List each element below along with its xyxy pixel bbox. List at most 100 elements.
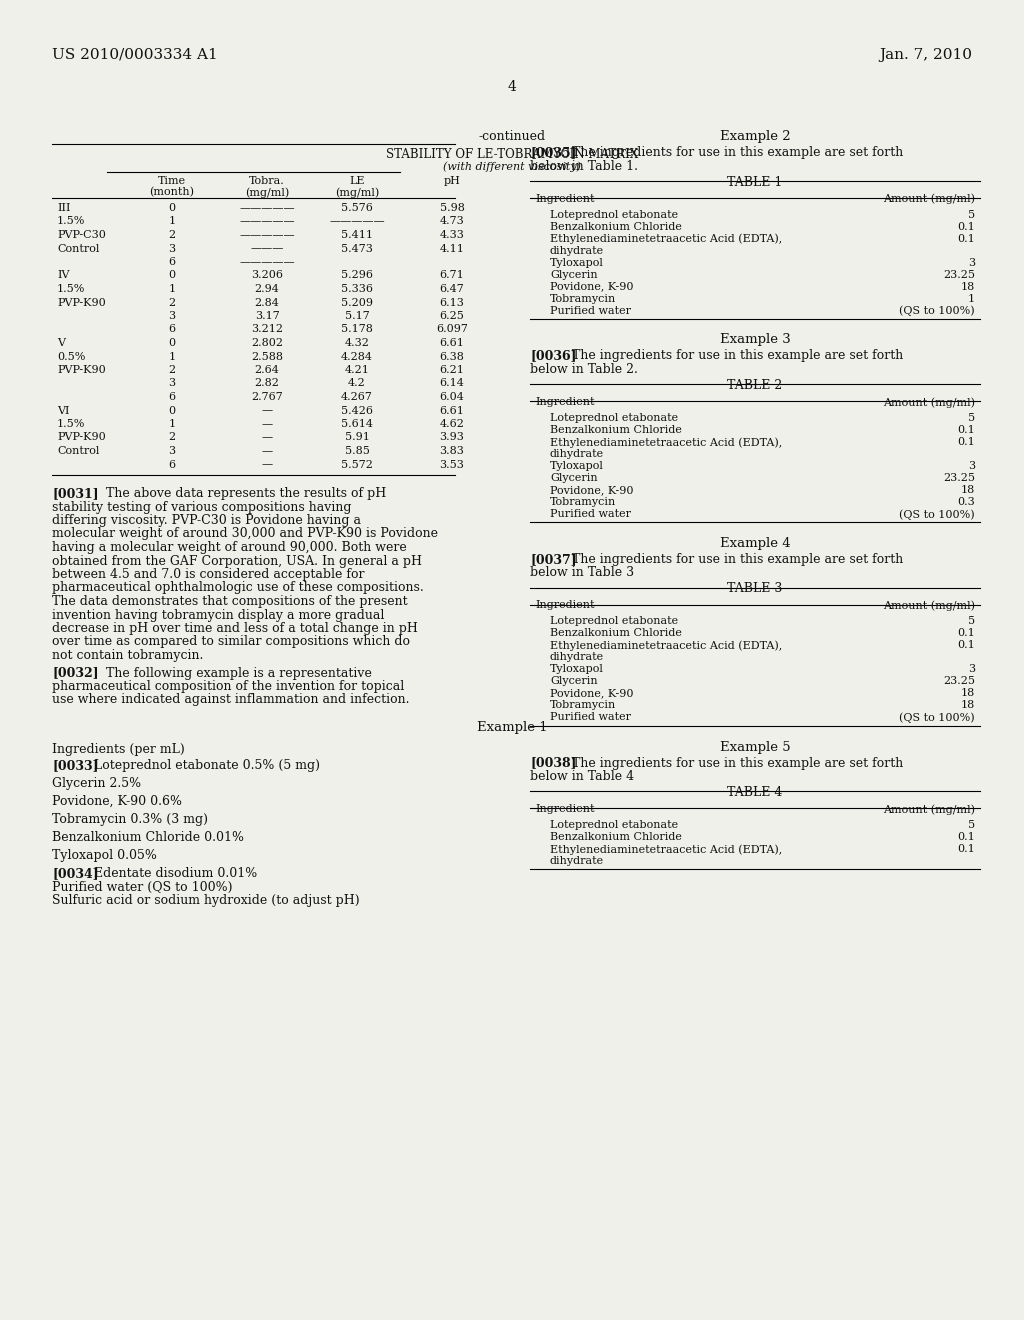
Text: 0.1: 0.1	[957, 234, 975, 243]
Text: —————: —————	[240, 203, 295, 213]
Text: 3: 3	[968, 257, 975, 268]
Text: The ingredients for use in this example are set forth: The ingredients for use in this example …	[572, 350, 903, 363]
Text: 6.61: 6.61	[439, 405, 465, 416]
Text: (QS to 100%): (QS to 100%)	[899, 305, 975, 315]
Text: 2.802: 2.802	[251, 338, 283, 348]
Text: V: V	[57, 338, 65, 348]
Text: 5.614: 5.614	[341, 418, 373, 429]
Text: 1: 1	[168, 351, 175, 362]
Text: over time as compared to similar compositions which do: over time as compared to similar composi…	[52, 635, 410, 648]
Text: Glycerin: Glycerin	[550, 269, 598, 280]
Text: 2: 2	[168, 366, 175, 375]
Text: 3.93: 3.93	[439, 433, 465, 442]
Text: dihydrate: dihydrate	[550, 449, 604, 459]
Text: Ingredients (per mL): Ingredients (per mL)	[52, 743, 184, 756]
Text: Control: Control	[57, 243, 99, 253]
Text: —: —	[261, 446, 272, 455]
Text: molecular weight of around 30,000 and PVP-K90 is Povidone: molecular weight of around 30,000 and PV…	[52, 528, 438, 540]
Text: Tyloxapol: Tyloxapol	[550, 257, 604, 268]
Text: 2: 2	[168, 297, 175, 308]
Text: Glycerin: Glycerin	[550, 473, 598, 483]
Text: 3.53: 3.53	[439, 459, 465, 470]
Text: 5.576: 5.576	[341, 203, 373, 213]
Text: [0033]: [0033]	[52, 759, 98, 772]
Text: 5.572: 5.572	[341, 459, 373, 470]
Text: Time: Time	[158, 176, 186, 186]
Text: 2.82: 2.82	[255, 379, 280, 388]
Text: 2: 2	[168, 433, 175, 442]
Text: 23.25: 23.25	[943, 269, 975, 280]
Text: below in Table 2.: below in Table 2.	[530, 363, 638, 376]
Text: use where indicated against inflammation and infection.: use where indicated against inflammation…	[52, 693, 410, 706]
Text: PVP-K90: PVP-K90	[57, 366, 105, 375]
Text: Benzalkonium Chloride: Benzalkonium Chloride	[550, 425, 682, 436]
Text: Ethylenediaminetetraacetic Acid (EDTA),: Ethylenediaminetetraacetic Acid (EDTA),	[550, 640, 782, 651]
Text: Example 2: Example 2	[720, 129, 791, 143]
Text: 5.473: 5.473	[341, 243, 373, 253]
Text: —: —	[261, 459, 272, 470]
Text: Loteprednol etabonate: Loteprednol etabonate	[550, 413, 678, 422]
Text: Tobramycin: Tobramycin	[550, 701, 616, 710]
Text: Purified water: Purified water	[550, 713, 631, 722]
Text: 0.1: 0.1	[957, 628, 975, 639]
Text: 0.1: 0.1	[957, 640, 975, 651]
Text: Jan. 7, 2010: Jan. 7, 2010	[879, 48, 972, 62]
Text: 4.284: 4.284	[341, 351, 373, 362]
Text: Loteprednol etabonate: Loteprednol etabonate	[550, 616, 678, 627]
Text: (month): (month)	[150, 187, 195, 197]
Text: Amount (mg/ml): Amount (mg/ml)	[883, 601, 975, 611]
Text: (QS to 100%): (QS to 100%)	[899, 510, 975, 520]
Text: 5.411: 5.411	[341, 230, 373, 240]
Text: 5.178: 5.178	[341, 325, 373, 334]
Text: 4.2: 4.2	[348, 379, 366, 388]
Text: 4.33: 4.33	[439, 230, 465, 240]
Text: STABILITY OF LE-TOBRAMYCIN MATRIX: STABILITY OF LE-TOBRAMYCIN MATRIX	[386, 148, 638, 161]
Text: Amount (mg/ml): Amount (mg/ml)	[883, 397, 975, 408]
Text: Edentate disodium 0.01%: Edentate disodium 0.01%	[94, 867, 257, 880]
Text: 6.13: 6.13	[439, 297, 465, 308]
Text: 0.5%: 0.5%	[57, 351, 85, 362]
Text: 4.73: 4.73	[439, 216, 464, 227]
Text: 4.11: 4.11	[439, 243, 465, 253]
Text: pharmaceutical ophthalmologic use of these compositions.: pharmaceutical ophthalmologic use of the…	[52, 582, 424, 594]
Text: 6.25: 6.25	[439, 312, 465, 321]
Text: 0: 0	[168, 271, 175, 281]
Text: pH: pH	[443, 176, 461, 186]
Text: 6.14: 6.14	[439, 379, 465, 388]
Text: Tobramycin 0.3% (3 mg): Tobramycin 0.3% (3 mg)	[52, 813, 208, 826]
Text: -continued: -continued	[478, 129, 546, 143]
Text: obtained from the GAF Corporation, USA. In general a pH: obtained from the GAF Corporation, USA. …	[52, 554, 422, 568]
Text: 4: 4	[508, 81, 516, 94]
Text: 1: 1	[968, 293, 975, 304]
Text: dihydrate: dihydrate	[550, 246, 604, 256]
Text: 3: 3	[168, 379, 175, 388]
Text: 0: 0	[168, 203, 175, 213]
Text: Tobramycin: Tobramycin	[550, 498, 616, 507]
Text: 0.1: 0.1	[957, 437, 975, 447]
Text: Ingredient: Ingredient	[535, 804, 595, 814]
Text: 18: 18	[961, 281, 975, 292]
Text: 2.94: 2.94	[255, 284, 280, 294]
Text: Tobra.: Tobra.	[249, 176, 285, 186]
Text: —: —	[261, 418, 272, 429]
Text: The ingredients for use in this example are set forth: The ingredients for use in this example …	[572, 147, 903, 158]
Text: 6: 6	[168, 325, 175, 334]
Text: [0035]: [0035]	[530, 147, 577, 158]
Text: 3.17: 3.17	[255, 312, 280, 321]
Text: (mg/ml): (mg/ml)	[245, 187, 289, 198]
Text: PVP-C30: PVP-C30	[57, 230, 105, 240]
Text: The above data represents the results of pH: The above data represents the results of…	[94, 487, 386, 500]
Text: 18: 18	[961, 701, 975, 710]
Text: ———: ———	[250, 243, 284, 253]
Text: Glycerin 2.5%: Glycerin 2.5%	[52, 777, 141, 789]
Text: Povidone, K-90: Povidone, K-90	[550, 484, 634, 495]
Text: differing viscosity. PVP-C30 is Povidone having a: differing viscosity. PVP-C30 is Povidone…	[52, 513, 361, 527]
Text: PVP-K90: PVP-K90	[57, 297, 105, 308]
Text: 4.267: 4.267	[341, 392, 373, 403]
Text: 4.21: 4.21	[344, 366, 370, 375]
Text: PVP-K90: PVP-K90	[57, 433, 105, 442]
Text: dihydrate: dihydrate	[550, 652, 604, 663]
Text: 5.336: 5.336	[341, 284, 373, 294]
Text: [0031]: [0031]	[52, 487, 98, 500]
Text: The ingredients for use in this example are set forth: The ingredients for use in this example …	[572, 756, 903, 770]
